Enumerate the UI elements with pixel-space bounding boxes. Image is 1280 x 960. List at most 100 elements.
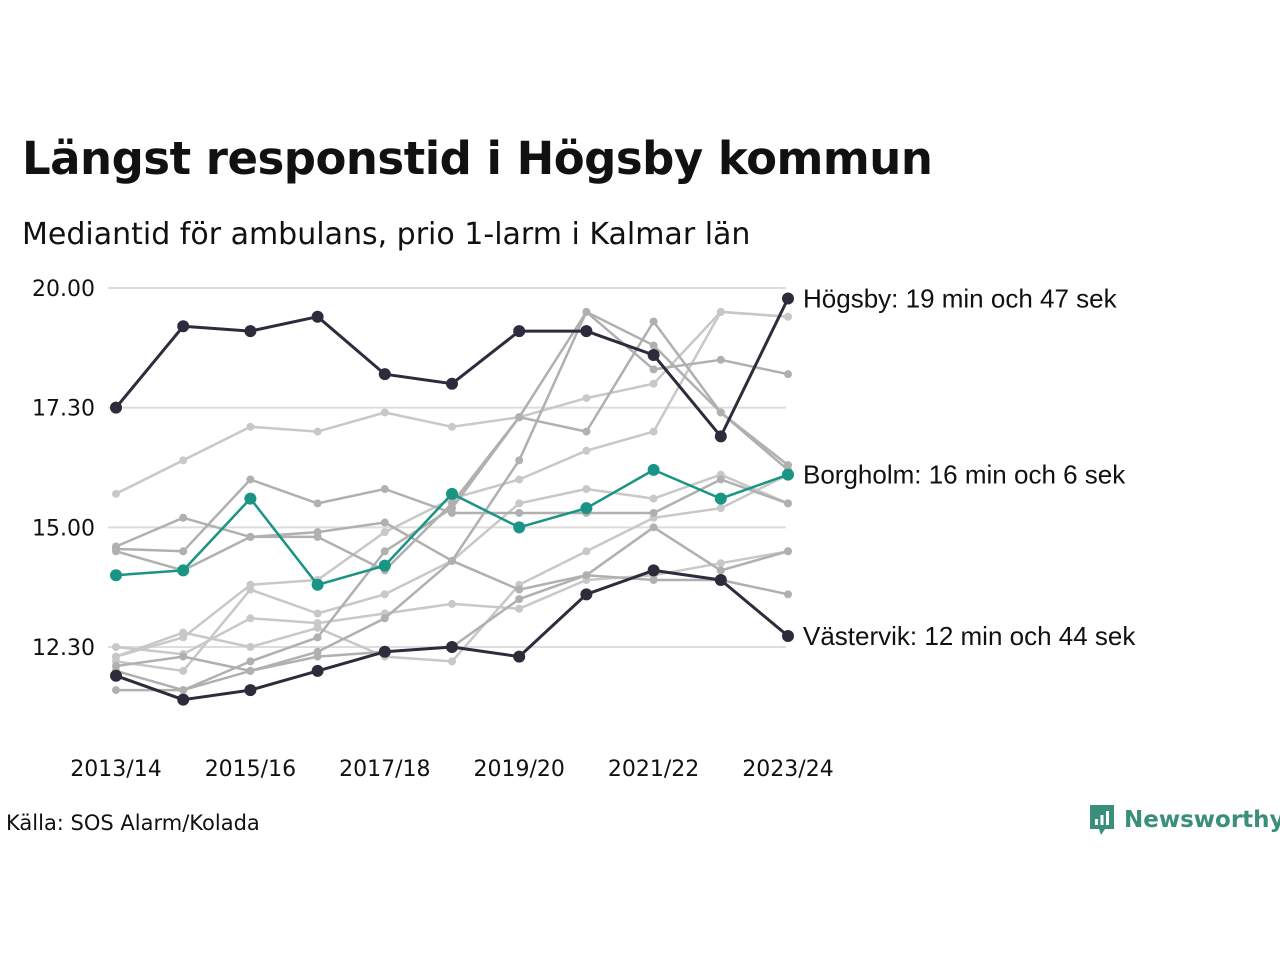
data-point (515, 508, 524, 517)
data-point (179, 513, 188, 522)
data-point (513, 521, 526, 534)
data-point (177, 564, 190, 577)
data-point (716, 566, 725, 575)
data-point (649, 427, 658, 436)
data-point (714, 430, 727, 443)
data-point (782, 468, 794, 481)
data-point (179, 633, 188, 642)
data-point (179, 652, 188, 661)
data-point (515, 475, 524, 484)
data-point (246, 532, 255, 541)
data-point (716, 559, 725, 568)
data-point (244, 325, 257, 338)
data-point (716, 408, 725, 417)
series-labels: Borgholm: 16 min och 6 sek Västervik: 12 … (803, 284, 1136, 651)
data-point (782, 629, 794, 642)
brand-logo: Newsworthy (1088, 803, 1280, 837)
data-point (580, 588, 593, 601)
data-point (112, 686, 120, 695)
data-point (582, 571, 591, 580)
data-point (246, 585, 255, 594)
data-point (649, 341, 658, 350)
data-point (448, 556, 456, 565)
data-point (446, 641, 458, 653)
data-point (380, 547, 389, 556)
data-point (446, 377, 458, 390)
x-tick-label: 2015/16 (205, 757, 296, 782)
x-tick-label: 2019/20 (473, 757, 564, 782)
data-point (246, 657, 255, 666)
data-point (244, 492, 257, 505)
y-tick-label: 12.30 (32, 636, 95, 661)
data-point (177, 320, 190, 333)
data-point (112, 662, 120, 671)
series-end-label: Västervik: 12 min och 44 sek (803, 621, 1136, 651)
brand-name: Newsworthy (1124, 807, 1280, 833)
x-tick-label: 2023/24 (742, 757, 833, 782)
chart-subtitle: Mediantid för ambulans, prio 1-larm i Ka… (22, 217, 751, 252)
data-point (649, 494, 658, 503)
data-point (448, 508, 456, 517)
grid-lines (108, 287, 786, 648)
x-tick-label: 2013/14 (70, 757, 161, 782)
data-point (714, 492, 727, 505)
series-end-label: Borgholm: 16 min och 6 sek (803, 460, 1126, 490)
data-point (246, 643, 255, 651)
data-point (244, 684, 257, 697)
data-point (515, 595, 524, 604)
data-point (378, 645, 391, 658)
data-point (112, 544, 120, 553)
data-point (112, 643, 120, 651)
data-point (448, 599, 456, 608)
data-point (716, 355, 725, 364)
data-point (446, 487, 458, 500)
data-point (313, 623, 322, 632)
data-point (313, 652, 322, 661)
data-point (515, 604, 524, 613)
chart-title: Längst responstid i Högsby kommun (22, 132, 933, 185)
data-point (582, 427, 591, 436)
data-point (513, 650, 526, 663)
data-point (647, 463, 660, 476)
series-line-background (115, 573, 789, 673)
newsworthy-logo-icon (1090, 805, 1114, 835)
data-point (515, 456, 524, 465)
y-tick-label: 20.00 (32, 277, 95, 302)
data-point (313, 499, 322, 508)
data-point (110, 401, 122, 414)
data-point (580, 325, 593, 338)
data-point (716, 504, 725, 513)
data-point (513, 325, 526, 338)
data-point (378, 368, 391, 381)
y-tick-label: 17.30 (32, 397, 95, 422)
data-point (649, 508, 658, 517)
data-point (582, 307, 591, 316)
data-point (515, 499, 524, 508)
data-point (311, 664, 324, 677)
data-point (112, 489, 120, 498)
y-tick-label: 15.00 (32, 516, 95, 541)
data-point (448, 657, 456, 666)
data-point (784, 312, 792, 321)
data-point (179, 666, 188, 675)
data-point (714, 573, 727, 586)
data-point (313, 633, 322, 642)
data-point (784, 590, 792, 599)
data-point (380, 614, 389, 623)
data-point (378, 559, 391, 572)
source-note: Källa: SOS Alarm/Kolada (6, 811, 260, 835)
data-point (515, 585, 524, 594)
data-point (649, 575, 658, 584)
data-point (110, 569, 122, 582)
data-point (649, 317, 658, 326)
data-point (647, 564, 660, 577)
data-point (649, 523, 658, 532)
data-point (582, 446, 591, 455)
data-point (582, 394, 591, 403)
series-end-label: Högsby: 19 min och 47 sek (803, 284, 1118, 314)
data-point (784, 547, 792, 556)
series-line-background (115, 310, 789, 495)
data-point (246, 422, 255, 431)
data-point (311, 310, 324, 323)
data-point (582, 547, 591, 556)
